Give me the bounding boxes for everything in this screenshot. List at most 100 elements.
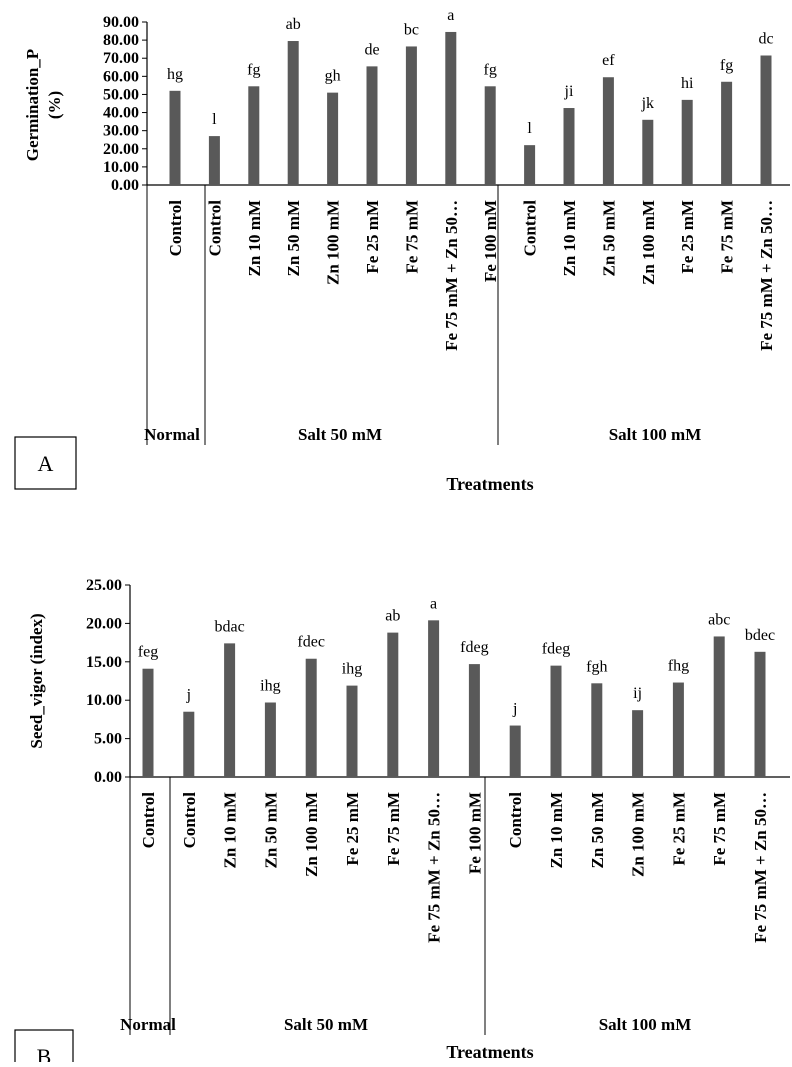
bar <box>406 46 417 185</box>
y-tick-label: 70.00 <box>103 50 139 67</box>
category-label: Fe 100 mM <box>465 792 484 874</box>
bar <box>510 726 521 777</box>
significance-label: fdeg <box>460 639 488 656</box>
x-axis-title: Treatments <box>446 474 533 494</box>
y-tick-label: 0.00 <box>94 769 122 786</box>
group-label: Salt 100 mM <box>599 1015 692 1034</box>
bar <box>673 683 684 777</box>
category-label: Fe 25 mM <box>343 792 362 866</box>
category-label: Control <box>521 200 540 257</box>
category-label: Fe 25 mM <box>363 200 382 274</box>
bar <box>721 82 732 185</box>
category-label: Zn 10 mM <box>547 792 566 869</box>
panel-label: A <box>38 451 54 476</box>
category-label: Fe 75 mM + Zn 50… <box>442 200 461 351</box>
significance-label: bdac <box>214 618 244 635</box>
y-tick-label: 50.00 <box>103 86 139 103</box>
y-axis-label: Seed_vigor (index) <box>27 613 46 748</box>
category-label: Control <box>166 200 185 257</box>
bar <box>469 664 480 777</box>
bar <box>551 666 562 777</box>
y-axis-label: Germination_P <box>23 49 42 161</box>
category-label: Zn 10 mM <box>245 200 264 277</box>
bar <box>682 100 693 185</box>
y-tick-label: 20.00 <box>103 141 139 158</box>
significance-label: l <box>212 111 217 128</box>
bar <box>564 108 575 185</box>
bar <box>265 703 276 777</box>
significance-label: ihg <box>260 678 280 695</box>
significance-label: ab <box>385 608 400 625</box>
significance-label: fhg <box>668 658 689 675</box>
bar <box>485 86 496 185</box>
bar <box>714 636 725 777</box>
category-label: Zn 50 mM <box>588 792 607 869</box>
category-label: Fe 75 mM <box>384 792 403 866</box>
y-tick-label: 80.00 <box>103 32 139 49</box>
significance-label: jk <box>641 95 654 112</box>
significance-label: bdec <box>745 627 775 644</box>
bar <box>632 710 643 777</box>
category-label: Control <box>180 792 199 849</box>
y-tick-label: 60.00 <box>103 68 139 85</box>
y-tick-label: 10.00 <box>103 159 139 176</box>
category-label: Control <box>205 200 224 257</box>
y-tick-label: 15.00 <box>86 654 122 671</box>
bar <box>209 136 220 185</box>
bar <box>347 686 358 777</box>
significance-label: ef <box>602 52 615 69</box>
significance-label: bc <box>404 21 419 38</box>
category-label: Fe 25 mM <box>669 792 688 866</box>
panel-label: B <box>37 1044 52 1062</box>
significance-label: j <box>186 687 191 704</box>
bar <box>288 41 299 185</box>
category-label: Zn 100 mM <box>639 200 658 285</box>
significance-label: l <box>527 120 532 137</box>
category-label: Fe 75 mM <box>710 792 729 866</box>
category-label: Zn 50 mM <box>284 200 303 277</box>
significance-label: fg <box>720 57 733 74</box>
y-tick-label: 0.00 <box>111 177 139 194</box>
significance-label: fg <box>484 61 497 78</box>
significance-label: fg <box>247 61 260 78</box>
significance-label: ab <box>286 16 301 33</box>
bar <box>755 652 766 777</box>
significance-label: gh <box>325 68 341 85</box>
bar <box>591 683 602 777</box>
significance-label: fdec <box>297 634 325 651</box>
significance-label: ji <box>564 83 574 100</box>
group-label: Normal <box>144 425 200 444</box>
significance-label: de <box>364 41 379 58</box>
bar <box>524 145 535 185</box>
significance-label: ij <box>633 685 642 702</box>
bar <box>603 77 614 185</box>
bar <box>327 93 338 185</box>
category-label: Fe 25 mM <box>678 200 697 274</box>
y-tick-label: 10.00 <box>86 692 122 709</box>
y-tick-label: 30.00 <box>103 123 139 140</box>
y-axis-label: (%) <box>45 91 64 119</box>
significance-label: fgh <box>586 658 607 675</box>
category-label: Fe 75 mM + Zn 50… <box>425 792 444 943</box>
bar <box>183 712 194 777</box>
significance-label: hi <box>681 75 694 92</box>
significance-label: ihg <box>342 661 362 678</box>
bar <box>445 32 456 185</box>
y-tick-label: 5.00 <box>94 731 122 748</box>
group-label: Salt 50 mM <box>284 1015 368 1034</box>
y-tick-label: 40.00 <box>103 105 139 122</box>
category-label: Fe 75 mM + Zn 50… <box>757 200 776 351</box>
category-label: Fe 75 mM <box>402 200 421 274</box>
category-label: Control <box>139 792 158 849</box>
group-label: Normal <box>120 1015 176 1034</box>
significance-label: a <box>447 7 454 24</box>
category-label: Fe 75 mM <box>718 200 737 274</box>
category-label: Zn 10 mM <box>560 200 579 277</box>
category-label: Fe 100 mM <box>481 200 500 282</box>
category-label: Zn 100 mM <box>302 792 321 877</box>
category-label: Zn 100 mM <box>324 200 343 285</box>
category-label: Zn 50 mM <box>261 792 280 869</box>
significance-label: abc <box>708 611 730 628</box>
bar <box>248 86 259 185</box>
